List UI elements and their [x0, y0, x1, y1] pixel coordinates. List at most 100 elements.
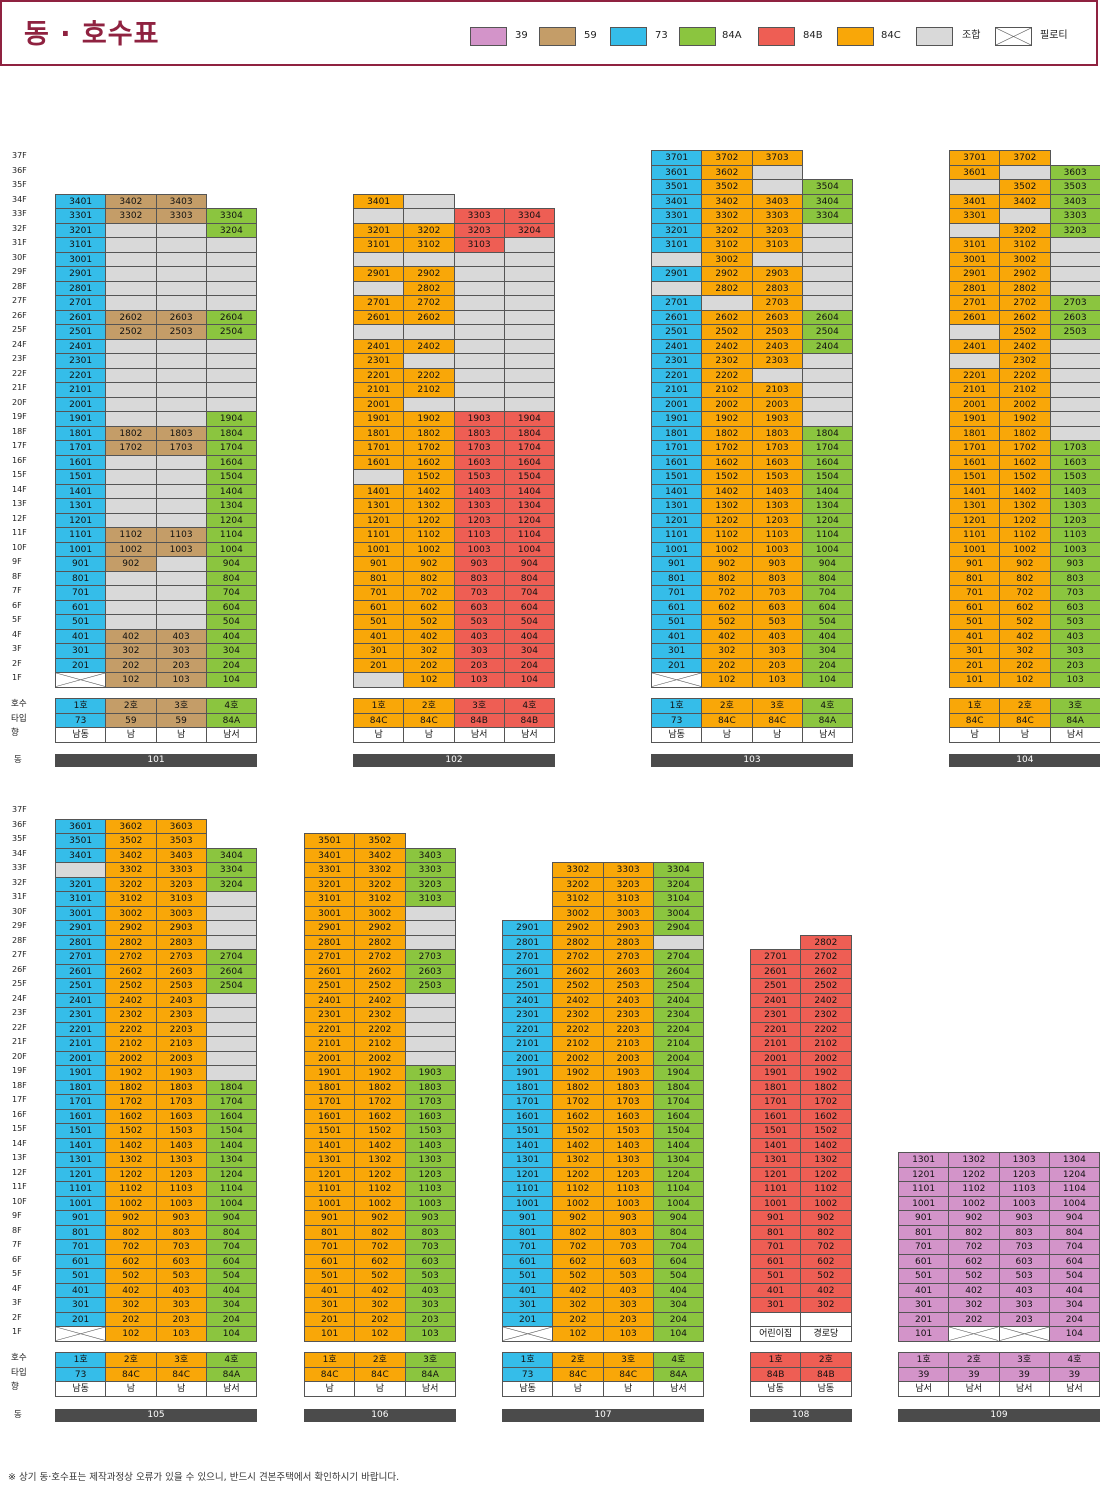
direction-cell: 남동: [651, 727, 703, 743]
unit-cell: 3203: [404, 876, 456, 892]
unit-cell: 1002: [800, 1195, 852, 1211]
unit-cell: 1101: [502, 1181, 554, 1197]
unit-cell: 3204: [503, 222, 555, 238]
floor-label: 17F: [12, 1095, 27, 1104]
unit-cell: 1801: [55, 425, 107, 441]
floor-label: 5F: [12, 1269, 22, 1278]
page-title: 동 · 호수표: [24, 19, 160, 50]
unit-cell: 2001: [750, 1050, 802, 1066]
unit-cell: 801: [949, 570, 1001, 586]
unit-cell: 504: [1048, 1268, 1100, 1284]
unit-cell: 2601: [55, 963, 107, 979]
unit-cell: 1202: [552, 1166, 604, 1182]
unit-cell: 1701: [55, 440, 107, 456]
hosu-cell: 2호: [354, 1352, 406, 1368]
unit-cell: 1704: [205, 1094, 257, 1110]
legend-label: 조합: [962, 30, 981, 41]
unit-cell: 1602: [354, 1108, 406, 1124]
unit-cell: 2501: [55, 324, 107, 340]
unit-cell: 302: [403, 643, 455, 659]
dong-label-bar: 107: [502, 1409, 704, 1422]
type-cell: 84C: [304, 1366, 356, 1382]
unit-cell: 2202: [403, 367, 455, 383]
union-unit-cell: [105, 237, 157, 253]
unit-cell: 602: [105, 1253, 157, 1269]
unit-cell: 1101: [949, 527, 1001, 543]
floor-label: 21F: [12, 1037, 27, 1046]
unit-cell: 501: [55, 614, 107, 630]
unit-cell: 2201: [949, 367, 1001, 383]
union-unit-cell: [1049, 411, 1100, 427]
unit-cell: 104: [205, 672, 257, 688]
unit-cell: 1001: [502, 1195, 554, 1211]
unit-cell: 2201: [304, 1021, 356, 1037]
unit-cell: 704: [205, 1239, 257, 1255]
unit-cell: 702: [999, 585, 1051, 601]
unit-cell: 704: [503, 585, 555, 601]
unit-cell: 702: [403, 585, 455, 601]
union-unit-cell: [652, 934, 704, 950]
unit-cell: 601: [353, 599, 405, 615]
union-unit-cell: [453, 324, 505, 340]
unit-cell: 603: [751, 599, 803, 615]
unit-cell: 1001: [55, 541, 107, 557]
unit-cell: 1501: [651, 469, 703, 485]
unit-cell: 1903: [404, 1065, 456, 1081]
unit-cell: 1103: [155, 527, 207, 543]
legend-swatch-84B: [758, 27, 795, 46]
unit-cell: 3101: [353, 237, 405, 253]
union-unit-cell: [205, 353, 257, 369]
unit-cell: 3201: [304, 876, 356, 892]
union-unit-cell: [105, 614, 157, 630]
unit-cell: 1402: [701, 483, 753, 499]
unit-cell: 1702: [105, 440, 157, 456]
unit-cell: 504: [503, 614, 555, 630]
unit-cell: 602: [948, 1253, 1000, 1269]
direction-cell: 남: [155, 1381, 207, 1397]
unit-cell: 201: [502, 1311, 554, 1327]
floor-label: 17F: [12, 441, 27, 450]
unit-cell: 3202: [701, 222, 753, 238]
unit-cell: 803: [453, 570, 505, 586]
unit-cell: 3304: [652, 862, 704, 878]
union-unit-cell: [155, 599, 207, 615]
hosu-cell: 1호: [502, 1352, 554, 1368]
unit-cell: 101: [304, 1326, 356, 1342]
unit-cell: 2301: [651, 353, 703, 369]
unit-cell: 901: [750, 1210, 802, 1226]
hosu-cell: 1호: [304, 1352, 356, 1368]
unit-cell: 902: [999, 556, 1051, 572]
unit-cell: 1802: [800, 1079, 852, 1095]
unit-cell: 201: [949, 657, 1001, 673]
unit-cell: 2604: [801, 309, 853, 325]
type-cell: 39: [1048, 1366, 1100, 1382]
unit-cell: 2704: [652, 949, 704, 965]
unit-cell: 204: [1048, 1311, 1100, 1327]
unit-cell: 503: [155, 1268, 207, 1284]
unit-cell: 1001: [898, 1195, 950, 1211]
unit-cell: 3302: [354, 862, 406, 878]
unit-cell: 3203: [751, 222, 803, 238]
floor-label: 7F: [12, 1240, 22, 1249]
unit-cell: 3101: [55, 891, 107, 907]
header-bar: 동 · 호수표 39 59 73 84A 84B 84C 조합 필로티: [0, 0, 1098, 66]
unit-cell: 802: [800, 1224, 852, 1240]
unit-cell: 2504: [205, 324, 257, 340]
unit-cell: 804: [1048, 1224, 1100, 1240]
unit-cell: 2801: [502, 934, 554, 950]
unit-cell: 502: [105, 1268, 157, 1284]
unit-cell: 404: [1048, 1282, 1100, 1298]
unit-cell: 1602: [552, 1108, 604, 1124]
unit-cell: 2602: [403, 309, 455, 325]
unit-cell: 3303: [751, 208, 803, 224]
unit-cell: 1403: [155, 1137, 207, 1153]
unit-cell: 901: [651, 556, 703, 572]
unit-cell: 1202: [999, 512, 1051, 528]
unit-cell: 2901: [353, 266, 405, 282]
union-unit-cell: [453, 309, 505, 325]
unit-cell: 104: [205, 1326, 257, 1342]
unit-cell: 1903: [602, 1065, 654, 1081]
unit-cell: 3601: [55, 818, 107, 834]
unit-cell: 402: [354, 1282, 406, 1298]
unit-cell: 3103: [751, 237, 803, 253]
